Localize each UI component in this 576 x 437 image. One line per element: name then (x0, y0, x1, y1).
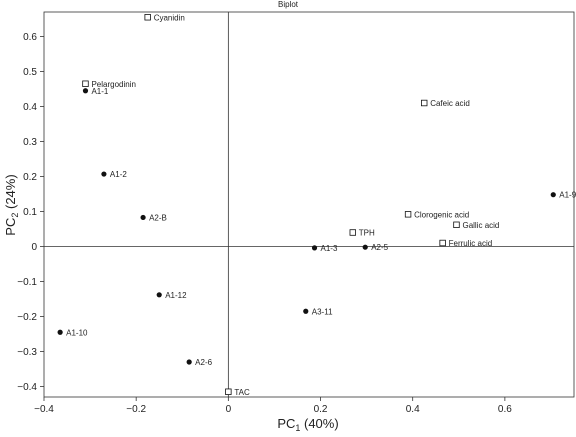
variable-point-marker (144, 14, 151, 21)
variable-point-marker (82, 80, 89, 87)
point-label: A2-B (149, 213, 167, 222)
y-tick-label: 0.6 (23, 32, 37, 43)
x-tick-label: 0.6 (498, 404, 512, 415)
y-tick-label: −0.3 (17, 347, 37, 358)
point-label: A1-10 (66, 328, 88, 337)
sample-point-marker (140, 214, 146, 221)
variable-point-marker (421, 99, 428, 107)
y-tick-label: −0.4 (17, 382, 37, 393)
reference-lines (44, 12, 574, 397)
plot-frame (43, 11, 575, 398)
x-tick-label: −0.2 (126, 404, 146, 415)
point-label: Clorogenic acid (414, 210, 469, 219)
variable-point-marker (439, 239, 446, 247)
y-tick-label: −0.1 (17, 277, 37, 288)
sample-point-marker (156, 292, 162, 298)
x-tick-label: 0.2 (314, 404, 328, 415)
y-tick-label: 0 (31, 242, 37, 253)
y-tick-label: 0.5 (23, 67, 37, 78)
point-label: TPH (359, 229, 375, 238)
x-axis-title-subscript: 1 (295, 423, 300, 433)
variable-point-marker (225, 388, 232, 395)
x-tick-label: 0 (226, 404, 232, 415)
point-label: A1-3 (321, 244, 338, 253)
y-axis-title-base: PC (3, 218, 18, 236)
plot-border (43, 11, 575, 398)
sample-point-marker (82, 88, 89, 94)
y-tick-label: 0.4 (23, 102, 37, 113)
x-tick-label: 0.4 (406, 404, 420, 415)
y-axis-title-rest: (24%) (3, 174, 18, 212)
point-label: Ferrulic acid (449, 239, 493, 248)
sample-point-marker (303, 308, 309, 314)
point-label: Gallic acid (462, 221, 499, 230)
x-axis-title: PC1 (40%) (277, 416, 338, 433)
y-tick-label: 0.2 (23, 172, 37, 183)
point-label: A2-6 (195, 358, 212, 367)
y-tick-label: −0.2 (17, 312, 37, 323)
point-label: TAC (234, 388, 250, 397)
data-points: A1-1 A1-2 A2-B A1-3 A2-5 A1-9 A1-12 A3-11 A1-10 A… (57, 13, 576, 397)
sample-point-marker (186, 359, 192, 365)
y-axis-ticks: 0.6 0.5 0.4 0.3 0.2 0.1 0 −0.1 −0.2 −0.3 −0.4 (17, 32, 44, 393)
sample-point-marker (57, 329, 63, 335)
y-tick-label: 0.3 (23, 137, 37, 148)
x-axis-title-rest: (40%) (300, 416, 338, 431)
chart-title: Biplot (278, 0, 299, 9)
point-label: A2-5 (371, 243, 388, 252)
sample-point-marker (311, 245, 318, 251)
point-label: A1-1 (91, 87, 108, 96)
variable-point-marker (349, 229, 356, 236)
y-axis-title-subscript: 2 (10, 213, 20, 218)
x-axis-ticks: −0.4 −0.2 0 0.2 0.4 0.6 (34, 397, 512, 415)
point-label: A1-12 (165, 291, 187, 300)
variable-point-marker (453, 221, 460, 228)
point-label: Cafeic acid (430, 99, 470, 108)
point-label: Cyanidin (154, 13, 185, 22)
variable-point-marker (404, 211, 412, 218)
sample-point-marker (362, 244, 368, 250)
sample-point-marker (550, 192, 556, 198)
x-axis-title-base: PC (277, 416, 295, 431)
y-tick-label: 0.1 (23, 207, 37, 218)
x-tick-label: −0.4 (34, 404, 54, 415)
point-label: A3-11 (312, 307, 333, 316)
sample-point-marker (101, 171, 107, 177)
y-axis-title: PC2 (24%) (3, 174, 20, 235)
point-label: Pelargodinin (91, 80, 135, 89)
point-label: A1-2 (110, 170, 127, 179)
point-label: A1-9 (559, 191, 576, 200)
